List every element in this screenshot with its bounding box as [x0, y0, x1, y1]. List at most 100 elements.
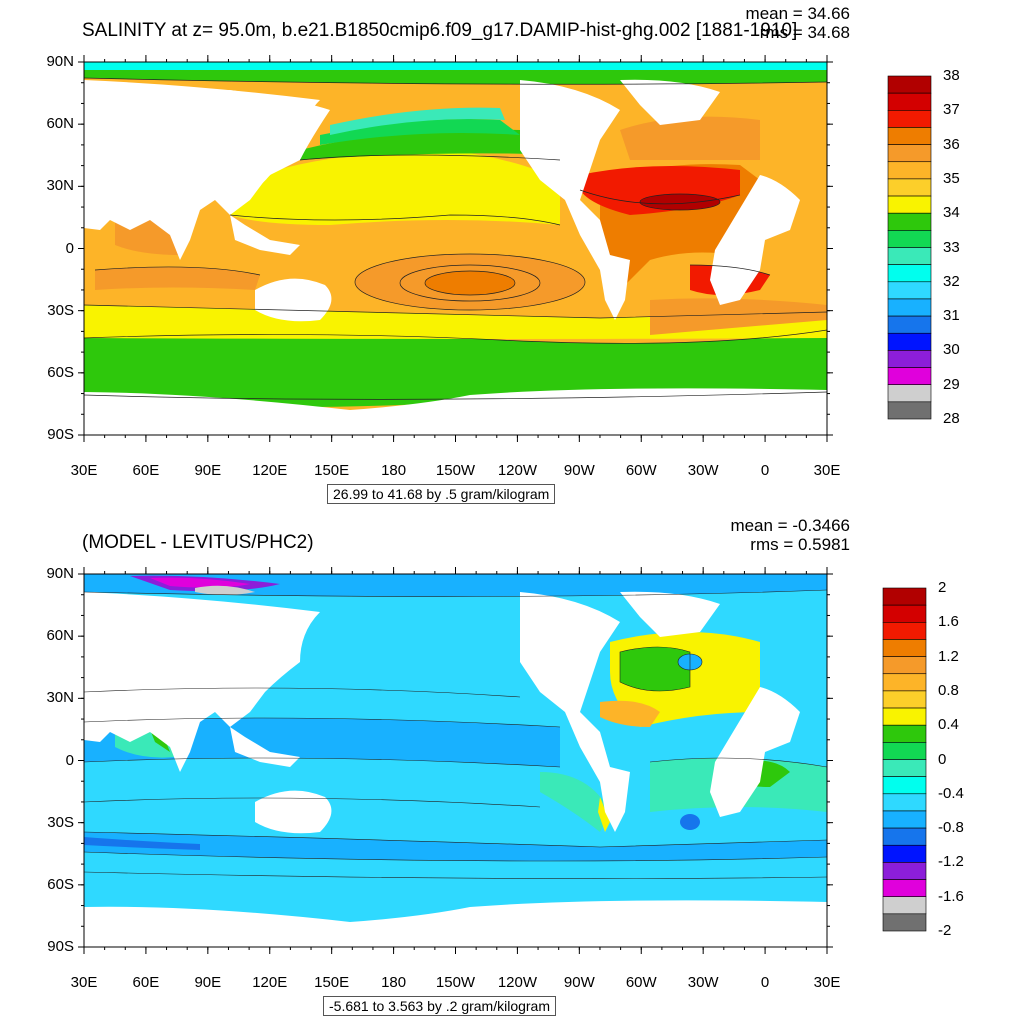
- colorbar-label: -2: [938, 922, 952, 939]
- arctic-grey: [195, 585, 255, 595]
- australia: [255, 790, 332, 834]
- colorbar-swatch: [887, 144, 932, 163]
- south-atlantic-band: [650, 298, 827, 335]
- lat-label: 60S: [47, 363, 74, 381]
- peru-yellow: [598, 797, 610, 832]
- salinity-map-svg: [78, 55, 932, 442]
- colorbar-swatch: [882, 604, 927, 623]
- colorbar-swatch: [882, 707, 927, 726]
- gulf-stream-orange: [600, 700, 660, 727]
- lat-label: 30N: [46, 689, 74, 707]
- axis-ticks: [78, 55, 833, 442]
- lon-label: 150W: [435, 974, 476, 991]
- lat-label: 90N: [46, 565, 74, 582]
- difference-range-note: -5.681 to 3.563 by .2 gram/kilogram: [323, 996, 557, 1016]
- lon-label: 30E: [70, 974, 98, 991]
- colorbar-swatch: [882, 673, 927, 692]
- colorbar-swatch: [882, 810, 927, 829]
- colorbar-swatch: [882, 879, 927, 897]
- salinity-range-note: 26.99 to 41.68 by .5 gram/kilogram: [327, 484, 556, 504]
- colorbar-label: 0.4: [938, 716, 959, 734]
- colorbar-label: 28: [943, 410, 960, 427]
- colorbar-swatch: [882, 913, 927, 932]
- tropical-blue-band: [84, 718, 560, 767]
- colorbar-swatch: [887, 281, 932, 300]
- lon-label: 180: [381, 974, 407, 991]
- colorbar-swatch: [887, 212, 932, 231]
- lat-label: 60N: [46, 627, 74, 645]
- arctic-blue: [84, 574, 827, 597]
- colorbar-label: 35: [943, 169, 960, 187]
- lon-label: 120E: [252, 462, 288, 479]
- north-atlantic-core: [640, 194, 720, 210]
- colorbar-swatch: [887, 127, 932, 145]
- colorbar-swatch: [882, 776, 927, 795]
- lon-label: 120E: [252, 974, 288, 991]
- southern-deep-blue: [84, 837, 200, 850]
- colorbar-swatch: [887, 350, 932, 368]
- colorbar-swatch: [887, 315, 932, 334]
- colorbar-swatch: [887, 178, 932, 197]
- colorbar-label: 0: [938, 750, 947, 768]
- lat-label: 0: [65, 751, 74, 769]
- colorbar-label: 30: [943, 341, 960, 359]
- north-pacific-yellow: [230, 150, 560, 225]
- colorbar-swatch: [882, 742, 927, 760]
- salinity-panel: SALINITY at z= 95.0m, b.e21.B1850cmip6.f…: [46, 4, 960, 504]
- subpolar-atlantic: [620, 116, 760, 160]
- colorbar-label: 34: [943, 204, 960, 222]
- lon-label: 60E: [132, 462, 160, 479]
- lat-label: 30N: [46, 177, 74, 195]
- americas: [520, 592, 630, 832]
- se-pacific-teal: [540, 772, 610, 832]
- colorbar-swatch: [887, 161, 932, 180]
- south-indian-band: [95, 266, 260, 290]
- colorbar-swatch: [887, 110, 932, 128]
- colorbar-label: -0.8: [938, 819, 964, 837]
- lon-label: 30E: [813, 974, 841, 991]
- greenland: [620, 591, 720, 637]
- colorbar-swatch: [882, 759, 927, 777]
- lon-label: 150E: [314, 974, 350, 991]
- southern-blue-band: [84, 832, 827, 861]
- lat-label: 90S: [47, 426, 74, 443]
- colorbar-label: -1.6: [938, 887, 964, 905]
- north-pacific-green: [300, 129, 560, 160]
- colorbar-label: 32: [943, 272, 960, 290]
- lat-label: 0: [65, 239, 74, 257]
- lon-label: 60E: [132, 974, 160, 991]
- colorbar-swatch: [882, 587, 927, 606]
- americas: [520, 80, 630, 320]
- arctic-magenta: [150, 577, 250, 588]
- difference-panel: (MODEL - LEVITUS/PHC2) mean = -0.3466 rm…: [0, 512, 1024, 1024]
- salinity-mean: mean = 34.66: [745, 4, 850, 23]
- southern-ocean-band: [84, 330, 827, 408]
- salinity-contours: [84, 77, 827, 400]
- lon-label: 30W: [687, 462, 719, 479]
- difference-field: [84, 574, 827, 947]
- colorbar-swatch: [887, 247, 932, 265]
- colorbar-label: 38: [943, 67, 960, 84]
- colorbar-swatch: [887, 384, 932, 403]
- colorbar-swatch: [887, 195, 932, 214]
- lon-label: 0: [760, 974, 770, 991]
- asia-africa-land: [84, 80, 320, 260]
- lon-label: 90W: [563, 462, 595, 479]
- arctic-cyan: [84, 62, 827, 70]
- south-atlantic-blue-cell: [680, 814, 700, 830]
- africa: [710, 687, 800, 817]
- colorbar-swatch: [882, 656, 927, 675]
- australia: [255, 278, 332, 322]
- colorbar-swatch: [882, 896, 927, 915]
- antarctica: [84, 900, 827, 947]
- colorbar-label: 37: [943, 101, 960, 119]
- north-atlantic-green: [620, 647, 690, 691]
- antarctica: [84, 388, 827, 435]
- lat-label: 60S: [47, 875, 74, 893]
- colorbar-swatch: [882, 639, 927, 657]
- difference-map-svg: [78, 567, 927, 954]
- colorbar-label: -0.4: [938, 784, 964, 802]
- subarctic-cyan: [330, 107, 505, 135]
- colorbar-swatch: [887, 401, 932, 420]
- colorbar-label: 1.6: [938, 613, 959, 631]
